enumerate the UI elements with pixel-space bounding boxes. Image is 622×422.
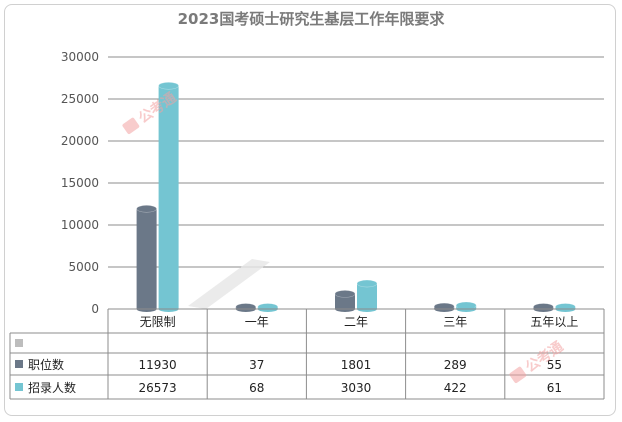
bar-body bbox=[357, 283, 377, 309]
bar-cap bbox=[158, 81, 179, 90]
data-label: 422 bbox=[444, 381, 467, 395]
y-tick-label: 30000 bbox=[61, 50, 99, 64]
bar-1-3 bbox=[455, 301, 477, 312]
bar-body bbox=[158, 85, 179, 309]
legend-label: 职位数 bbox=[28, 357, 64, 372]
legend-key bbox=[15, 360, 23, 368]
bar-shadow bbox=[188, 259, 270, 309]
bar-0-2 bbox=[334, 290, 356, 312]
bar-0-3 bbox=[433, 302, 455, 312]
chart-frame bbox=[4, 4, 616, 416]
watermark-badge bbox=[509, 366, 527, 384]
data-label: 55 bbox=[547, 358, 562, 372]
x-tick-label: 三年 bbox=[443, 315, 467, 329]
data-label: 37 bbox=[249, 358, 264, 372]
legend-label: 招录人数 bbox=[28, 380, 76, 395]
legend-key bbox=[15, 383, 23, 391]
y-tick-label: 0 bbox=[91, 302, 99, 316]
data-label: 68 bbox=[249, 381, 264, 395]
y-tick-label: 10000 bbox=[61, 218, 99, 232]
chart-title: 2023国考硕士研究生基层工作年限要求 bbox=[177, 10, 445, 28]
bar-0-1 bbox=[235, 303, 257, 312]
bar-cap bbox=[136, 204, 157, 213]
y-tick-label: 20000 bbox=[61, 134, 99, 148]
bar-cap bbox=[356, 279, 378, 288]
x-tick-label: 无限制 bbox=[140, 315, 176, 329]
legend-key-blank bbox=[15, 339, 23, 347]
bar-1-4 bbox=[555, 303, 576, 312]
bar-body bbox=[335, 293, 355, 309]
data-label: 61 bbox=[547, 381, 562, 395]
bar-0-0 bbox=[136, 204, 157, 312]
grid-lines bbox=[108, 56, 604, 310]
y-tick-label: 15000 bbox=[61, 176, 99, 190]
bar-cap bbox=[334, 290, 356, 298]
data-label: 1801 bbox=[341, 358, 372, 372]
x-tick-label: 一年 bbox=[245, 315, 269, 329]
watermark-badge bbox=[122, 117, 140, 135]
data-label: 3030 bbox=[341, 381, 372, 395]
data-label: 11930 bbox=[139, 358, 177, 372]
data-label: 289 bbox=[444, 358, 467, 372]
bar-1-0 bbox=[158, 81, 179, 312]
bars bbox=[136, 81, 576, 312]
x-tick-label: 二年 bbox=[344, 315, 368, 329]
bar-body bbox=[136, 208, 157, 309]
y-axis: 0 5000 10000 15000 20000 25000 30000 bbox=[61, 50, 99, 316]
bar-1-2 bbox=[356, 279, 378, 312]
data-label: 26573 bbox=[139, 381, 177, 395]
y-tick-label: 5000 bbox=[68, 260, 99, 274]
y-tick-label: 25000 bbox=[61, 92, 99, 106]
x-tick-label: 五年以上 bbox=[530, 315, 578, 329]
bar-1-1 bbox=[257, 303, 279, 312]
bar-0-4 bbox=[533, 303, 554, 312]
